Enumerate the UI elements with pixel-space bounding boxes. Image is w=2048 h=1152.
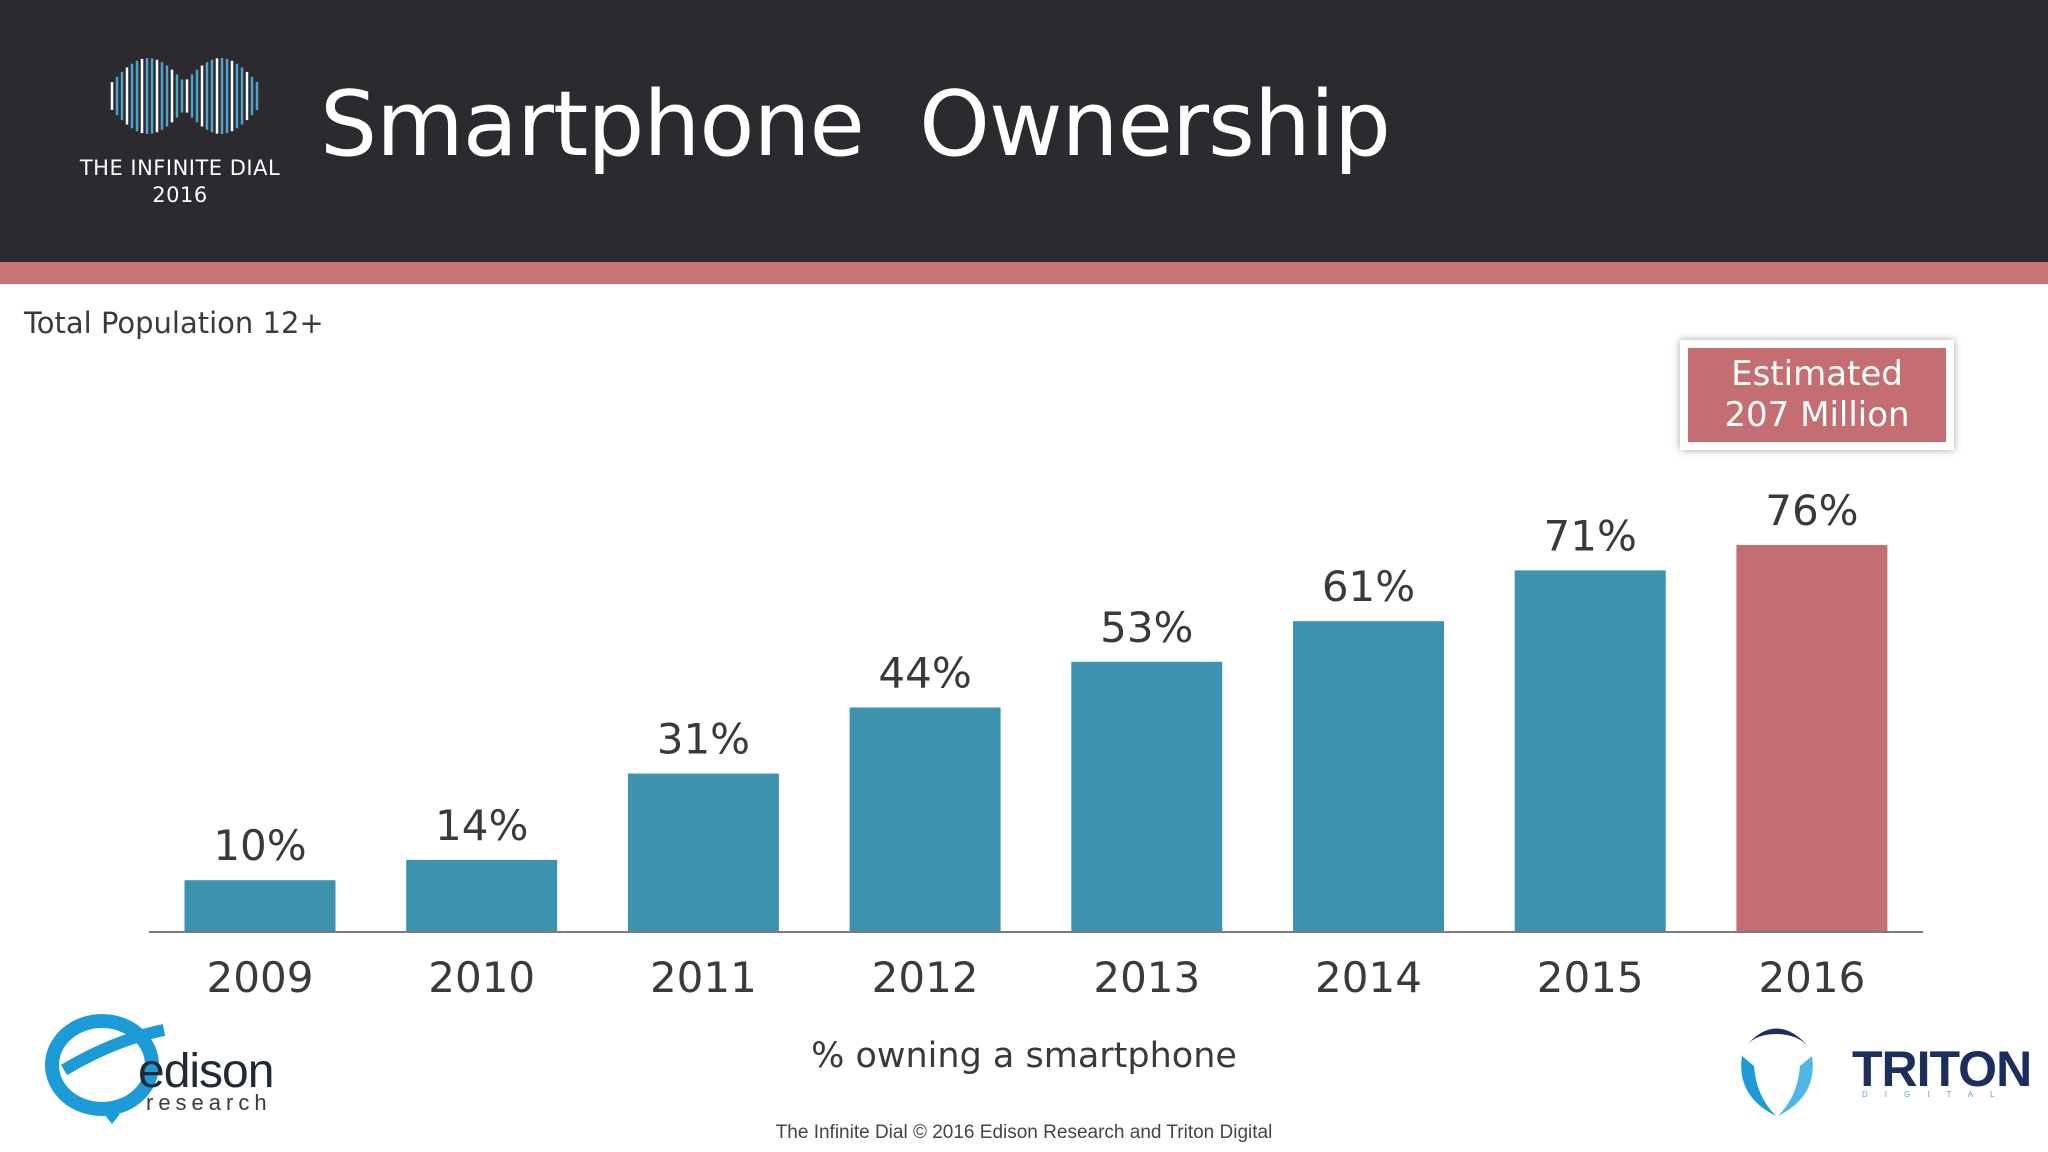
- bar-2016: [1736, 544, 1888, 931]
- population-subtitle: Total Population 12+: [24, 306, 324, 340]
- bar-2011: [627, 773, 779, 931]
- triton-logo-word: TRITON: [1852, 1041, 2032, 1097]
- bar-2013: [1071, 661, 1223, 931]
- infinity-icon: [110, 58, 259, 134]
- triton-logo-icon: [1741, 1028, 1813, 1116]
- x-tick-label-2014: 2014: [1315, 953, 1422, 1002]
- x-tick-label-2011: 2011: [650, 953, 757, 1002]
- bar-2015: [1514, 570, 1666, 931]
- x-tick-label-2010: 2010: [428, 953, 535, 1002]
- data-label-2012: 44%: [878, 649, 971, 698]
- estimate-callout: Estimated 207 Million: [1680, 340, 1954, 450]
- edison-logo-sub: research: [146, 1090, 272, 1115]
- header-bar: [0, 0, 2048, 262]
- x-tick-label-2009: 2009: [207, 953, 314, 1002]
- data-label-2010: 14%: [435, 801, 528, 850]
- data-label-2011: 31%: [657, 715, 750, 764]
- data-label-2013: 53%: [1100, 603, 1193, 652]
- x-tick-label-2012: 2012: [872, 953, 979, 1002]
- data-label-2015: 71%: [1544, 511, 1637, 560]
- infinite-dial-logo-text: THE INFINITE DIAL 2016: [62, 155, 298, 209]
- callout-line1: Estimated: [1731, 354, 1903, 394]
- edison-logo-word: edison: [138, 1045, 274, 1098]
- data-label-2014: 61%: [1322, 562, 1415, 611]
- accent-stripe: [0, 262, 2048, 284]
- x-tick-label-2013: 2013: [1093, 953, 1200, 1002]
- page-title: Smartphone Ownership: [320, 72, 1391, 177]
- triton-logo-sub: DIGITAL: [1862, 1090, 2012, 1099]
- logo-text-line2: 2016: [152, 183, 208, 207]
- estimate-callout-box: Estimated 207 Million: [1688, 348, 1946, 442]
- x-tick-label-2016: 2016: [1758, 953, 1865, 1002]
- callout-line2: 207 Million: [1724, 395, 1910, 435]
- footer-copyright: The Infinite Dial © 2016 Edison Research…: [775, 1122, 1273, 1143]
- logo-text-line1: THE INFINITE DIAL: [79, 156, 281, 180]
- edison-logo-icon: [45, 1014, 166, 1124]
- data-label-2009: 10%: [213, 821, 306, 870]
- data-label-2016: 76%: [1765, 486, 1858, 535]
- x-tick-label-2015: 2015: [1537, 953, 1644, 1002]
- x-axis-caption: % owning a smartphone: [811, 1036, 1237, 1076]
- bar-2012: [849, 707, 1001, 931]
- bar-2009: [184, 880, 336, 931]
- bar-2010: [406, 859, 558, 931]
- bar-2014: [1293, 621, 1444, 931]
